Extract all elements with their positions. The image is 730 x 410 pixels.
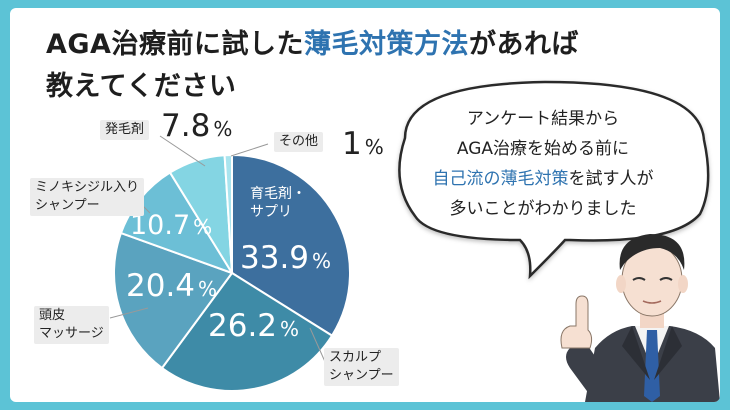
leader-line-3 xyxy=(109,307,149,319)
title-line1-highlight: 薄毛対策方法 xyxy=(303,29,469,60)
bubble-line1: アンケート結果から xyxy=(466,109,620,129)
bubble-line3: 自己流の薄毛対策を試す人が xyxy=(398,164,688,194)
infographic-card: AGA治療前に試した薄毛対策方法があれば教えてください アンケート結果から AG… xyxy=(10,8,720,402)
title-line1-post: があれば xyxy=(468,29,579,60)
pie-slice-6 xyxy=(223,153,233,274)
slice-label-4: ミノキシジル入り シャンプー xyxy=(30,178,145,216)
slice-value-5: 7.8% xyxy=(161,108,232,144)
leader-line-6 xyxy=(230,143,269,157)
slice-label-3: 頭皮 マッサージ xyxy=(34,306,109,344)
bubble-text: アンケート結果から AGA治療を始める前に 自己流の薄毛対策を試す人が 多いこと… xyxy=(398,104,688,224)
bubble-line2: AGA治療を始める前に xyxy=(456,139,630,159)
page-title: AGA治療前に試した薄毛対策方法があれば教えてください xyxy=(46,24,579,108)
title-line2: 教えてください xyxy=(46,71,237,102)
slice-label-1: 育毛剤・ xyxy=(250,186,306,202)
title-line1-pre: AGA治療前に試した xyxy=(46,29,304,60)
leader-line-5 xyxy=(159,135,206,167)
slice-label-5: 発毛剤 xyxy=(100,120,150,140)
pie-slice-2 xyxy=(160,271,334,392)
slice-label-2: スカルプ シャンプー xyxy=(324,348,399,386)
slice-value-6: 1% xyxy=(342,126,384,162)
slice-value-4: 10.7% xyxy=(130,210,212,241)
bubble-line3-post: を試す人が xyxy=(568,169,654,189)
slice-label-6: その他 xyxy=(274,132,324,152)
pie-slice-3 xyxy=(113,231,234,370)
bubble-line3-highlight: 自己流の薄毛対策 xyxy=(432,169,569,189)
slice-label-1: サプリ xyxy=(250,204,292,220)
bubble-line4: 多いことがわかりました xyxy=(449,199,637,219)
